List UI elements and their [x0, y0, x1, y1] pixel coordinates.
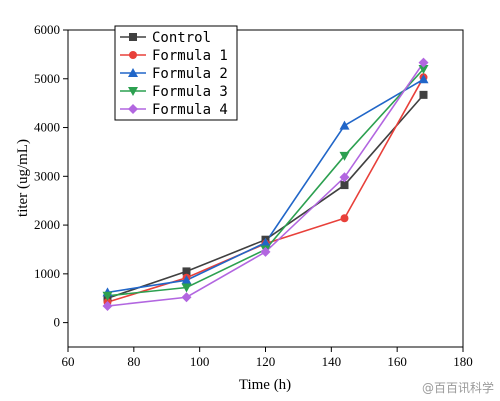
- data-point-formula-3: [181, 283, 192, 293]
- data-point-formula-3: [418, 65, 429, 75]
- y-tick-label: 2000: [34, 217, 60, 232]
- y-tick-label: 1000: [34, 266, 60, 281]
- y-tick-label: 5000: [34, 71, 60, 86]
- legend-swatch-marker-control: [129, 33, 137, 41]
- x-axis-ticks: 60 80 100 120 140 160 180: [62, 347, 473, 369]
- legend-swatch-marker-formula-4: [128, 104, 138, 114]
- x-tick-label: 140: [322, 354, 342, 369]
- y-tick-label: 6000: [34, 22, 60, 37]
- x-axis-title: Time (h): [239, 377, 291, 393]
- data-point-formula-2: [339, 120, 350, 130]
- data-point-formula-4: [260, 246, 271, 257]
- legend-label-formula-1: Formula 1: [152, 48, 228, 64]
- y-axis-ticks: 0 1000 2000 3000 4000 5000 6000: [34, 22, 68, 330]
- data-point-formula-4: [102, 301, 113, 312]
- watermark-text: @百百讯科学: [422, 380, 494, 395]
- legend-swatch-marker-formula-2: [128, 68, 138, 77]
- x-tick-label: 120: [256, 354, 276, 369]
- series-markers: [102, 57, 429, 312]
- legend-swatch-marker-formula-3: [128, 87, 138, 96]
- y-tick-label: 3000: [34, 168, 60, 183]
- data-point-formula-4: [339, 172, 350, 183]
- data-point-formula-4: [418, 57, 429, 68]
- legend-swatch-marker-formula-1: [129, 51, 137, 59]
- legend-label-formula-3: Formula 3: [152, 84, 228, 100]
- data-point-formula-3: [339, 151, 350, 161]
- legend-label-formula-4: Formula 4: [152, 102, 228, 118]
- data-point-formula-4: [181, 292, 192, 303]
- y-tick-label: 0: [54, 315, 61, 330]
- legend-label-control: Control: [152, 30, 211, 46]
- data-point-formula-2: [181, 275, 192, 285]
- data-point-formula-3: [102, 291, 113, 301]
- x-tick-label: 60: [62, 354, 75, 369]
- x-tick-label: 80: [127, 354, 140, 369]
- y-tick-label: 4000: [34, 120, 60, 135]
- x-tick-label: 100: [190, 354, 210, 369]
- data-point-control: [182, 267, 191, 276]
- data-point-control: [419, 90, 428, 99]
- data-point-formula-2: [418, 74, 429, 84]
- x-tick-label: 180: [453, 354, 473, 369]
- legend-label-formula-2: Formula 2: [152, 66, 228, 82]
- y-axis-title: titer (ug/mL): [15, 139, 31, 217]
- data-point-formula-2: [260, 237, 271, 247]
- data-point-formula-1: [340, 214, 349, 223]
- series-line-control: [107, 94, 425, 299]
- x-tick-label: 160: [387, 354, 407, 369]
- data-point-control: [340, 181, 349, 190]
- legend: Control Formula 1 Formula 2 Formula 3 Formul…: [114, 25, 238, 121]
